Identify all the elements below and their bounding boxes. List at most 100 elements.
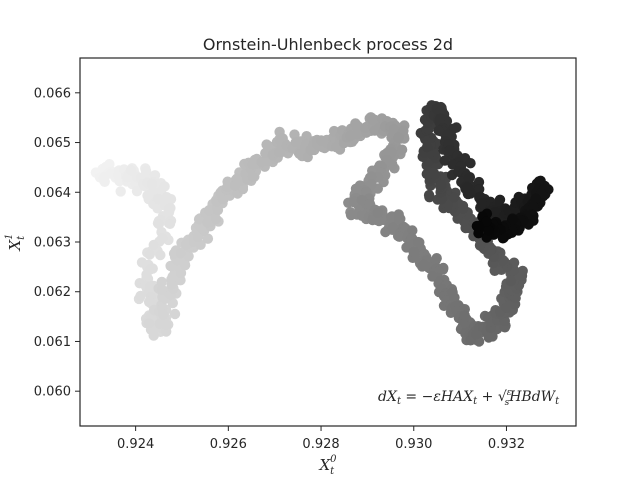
data-point: [348, 196, 360, 208]
data-point: [448, 192, 460, 203]
data-point: [366, 171, 377, 182]
data-point: [125, 165, 137, 176]
data-point: [156, 276, 167, 288]
x-axis-label: Xt0: [318, 454, 337, 477]
chart-title: Ornstein-Uhlenbeck process 2d: [203, 35, 453, 54]
data-point: [153, 218, 165, 230]
data-point: [494, 194, 506, 205]
data-point: [99, 176, 110, 187]
y-axis-ticks: 0.060 0.061 0.062 0.063 0.064 0.065 0.066: [34, 86, 80, 400]
data-point: [408, 246, 419, 258]
data-point: [175, 248, 186, 259]
data-point: [157, 233, 168, 244]
data-point: [433, 125, 444, 136]
data-point: [169, 308, 181, 320]
data-point: [444, 145, 455, 156]
data-point: [393, 209, 404, 220]
data-point: [141, 269, 152, 280]
data-point: [155, 249, 166, 261]
data-point: [483, 332, 494, 343]
data-point: [396, 144, 408, 155]
data-point: [463, 173, 475, 184]
x-tick-label: 0.932: [488, 437, 525, 452]
data-point: [465, 158, 476, 169]
data-point: [289, 129, 300, 140]
data-point: [462, 182, 473, 193]
data-point: [146, 178, 158, 189]
y-tick-label: 0.062: [34, 285, 71, 300]
data-point: [393, 132, 404, 143]
data-point: [423, 189, 435, 201]
data-point: [179, 260, 191, 271]
data-point: [165, 202, 176, 214]
data-point: [193, 214, 205, 225]
data-point: [356, 194, 367, 206]
data-point: [447, 287, 458, 298]
data-point: [115, 186, 126, 197]
data-point: [153, 193, 164, 205]
data-point: [473, 220, 484, 232]
data-point: [489, 207, 500, 218]
data-point: [166, 279, 177, 290]
y-axis-label: Xt1: [4, 233, 27, 251]
data-point: [459, 310, 470, 321]
data-point: [367, 214, 378, 226]
x-tick-label: 0.924: [117, 437, 154, 452]
data-point: [148, 239, 159, 251]
data-point: [372, 207, 383, 218]
data-point: [210, 213, 222, 225]
y-tick-label: 0.066: [34, 86, 71, 101]
data-point: [507, 214, 518, 225]
data-point: [231, 173, 243, 184]
data-point: [387, 222, 398, 233]
sde-annotation: dXt = −εHAXt + √ε sHBdWt: [378, 388, 560, 408]
data-point: [412, 236, 424, 248]
data-points: [90, 100, 554, 347]
data-point: [483, 225, 494, 236]
data-point: [294, 148, 305, 160]
data-point: [175, 267, 187, 279]
data-point: [505, 275, 516, 287]
data-point: [143, 318, 155, 329]
data-point: [476, 198, 487, 209]
data-point: [204, 204, 215, 216]
data-point: [481, 216, 492, 227]
data-point: [418, 259, 429, 271]
y-tick-label: 0.061: [34, 335, 71, 350]
y-tick-label: 0.060: [34, 385, 71, 400]
data-point: [369, 125, 380, 136]
x-tick-label: 0.928: [302, 437, 339, 452]
data-point: [131, 186, 143, 197]
data-point: [510, 293, 521, 304]
data-point: [367, 114, 379, 126]
data-point: [135, 290, 146, 302]
data-point: [145, 281, 156, 292]
data-point: [435, 179, 447, 191]
data-point: [474, 240, 486, 251]
y-tick-label: 0.063: [34, 236, 71, 251]
data-point: [447, 159, 458, 170]
data-point: [156, 284, 168, 295]
y-tick-label: 0.065: [34, 136, 71, 151]
data-point: [247, 171, 258, 182]
data-point: [148, 330, 159, 341]
data-point: [202, 233, 214, 244]
data-point: [421, 141, 433, 153]
data-point: [290, 137, 301, 148]
y-tick-label: 0.064: [34, 186, 71, 201]
data-point: [316, 135, 327, 146]
data-point: [394, 231, 405, 242]
data-point: [345, 209, 357, 221]
data-point: [439, 155, 450, 166]
data-point: [164, 218, 176, 229]
x-axis-ticks: 0.924 0.926 0.928 0.930 0.932: [117, 426, 525, 452]
data-point: [144, 249, 155, 260]
x-tick-label: 0.926: [210, 437, 247, 452]
data-point: [530, 193, 541, 204]
data-point: [158, 309, 169, 320]
data-point: [429, 169, 440, 180]
x-tick-label: 0.930: [395, 437, 432, 452]
data-point: [159, 181, 170, 192]
